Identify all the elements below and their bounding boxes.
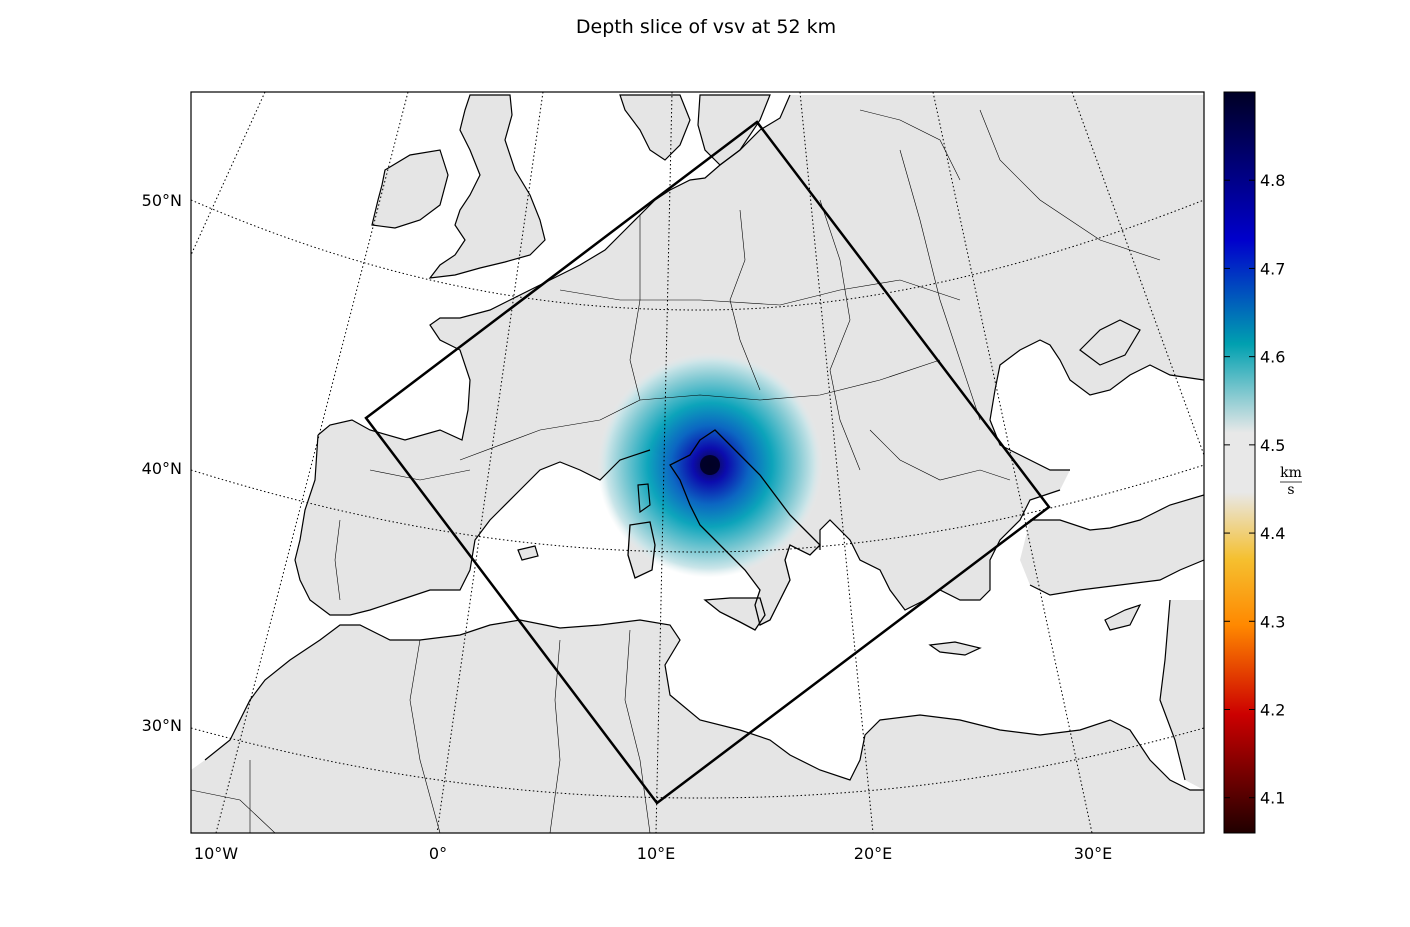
land-cyprus bbox=[1105, 605, 1140, 630]
lon-label-30e: 30°E bbox=[1074, 844, 1112, 863]
border-4 bbox=[729, 209, 761, 391]
meridian-20e bbox=[799, 92, 874, 833]
border-16 bbox=[859, 109, 961, 181]
colorbar-tick-label: 4.6 bbox=[1260, 348, 1285, 367]
colorbar: 4.8 4.7 4.6 4.5 4.4 4.3 4.2 4.1 km s bbox=[1223, 91, 1302, 834]
parallel-40n bbox=[191, 464, 1204, 553]
colorbar-ticks: 4.8 4.7 4.6 4.5 4.4 4.3 4.2 4.1 bbox=[1224, 171, 1285, 808]
lon-label-20e: 20°E bbox=[854, 844, 892, 863]
map-frame bbox=[190, 91, 1205, 834]
border-8 bbox=[334, 519, 341, 601]
outline-ireland bbox=[371, 149, 449, 229]
outline-atlantic bbox=[317, 94, 791, 441]
lon-labels: 10°W 0° 10°E 20°E 30°E bbox=[194, 844, 1112, 863]
outline-small-islands bbox=[517, 483, 651, 561]
land-north-africa bbox=[191, 620, 1204, 833]
land-balearic bbox=[518, 546, 538, 560]
domain-boundary bbox=[364, 120, 1051, 805]
lat-labels: 50°N 40°N 30°N bbox=[142, 191, 182, 735]
colorbar-tick-label: 4.7 bbox=[1260, 259, 1285, 278]
land-middle-east bbox=[1160, 600, 1204, 790]
border-1 bbox=[459, 359, 941, 461]
outline-africa bbox=[204, 619, 1204, 791]
parallel-30n bbox=[191, 727, 1204, 799]
coast-sardinia bbox=[627, 521, 656, 579]
land-great-britain bbox=[430, 95, 545, 278]
land-sweden bbox=[698, 95, 770, 165]
colorbar-unit: km s bbox=[1280, 465, 1302, 498]
coast-sicily bbox=[703, 597, 766, 631]
coast-italy bbox=[669, 429, 821, 626]
lon-label-10w: 10°W bbox=[194, 844, 238, 863]
lon-label-0: 0° bbox=[429, 844, 447, 863]
colorbar-tick-label: 4.8 bbox=[1260, 171, 1285, 190]
border-7 bbox=[369, 469, 471, 481]
border-12 bbox=[624, 629, 651, 833]
land-outlines bbox=[204, 94, 1204, 791]
meridian-20w bbox=[191, 92, 266, 256]
border-13 bbox=[191, 789, 276, 833]
velocity-anomaly bbox=[551, 306, 869, 624]
unit-numerator: km bbox=[1280, 465, 1302, 481]
plot-title: Depth slice of vsv at 52 km bbox=[576, 16, 836, 38]
lon-label-10e: 10°E bbox=[637, 844, 675, 863]
land-scandinavia bbox=[620, 95, 690, 160]
colorbar-tick-label: 4.2 bbox=[1260, 701, 1285, 720]
outline-gb bbox=[428, 94, 546, 279]
land-ireland bbox=[372, 150, 448, 228]
country-borders bbox=[191, 109, 1161, 833]
outline-anatolia bbox=[1029, 494, 1204, 781]
outline-islands bbox=[928, 603, 1142, 656]
colorbar-tick-label: 4.1 bbox=[1260, 789, 1285, 808]
meridian-40e bbox=[1071, 92, 1204, 456]
land-crimea bbox=[1080, 320, 1140, 365]
lat-label-50n: 50°N bbox=[142, 191, 182, 210]
lat-label-30n: 30°N bbox=[142, 716, 182, 735]
colorbar-tick-label: 4.3 bbox=[1260, 612, 1285, 631]
anomaly-peak bbox=[700, 455, 720, 475]
outline-iberia bbox=[294, 434, 651, 616]
border-3 bbox=[629, 215, 641, 401]
lat-label-40n: 40°N bbox=[142, 459, 182, 478]
outline-crimea bbox=[1079, 319, 1141, 366]
meridian-0 bbox=[436, 92, 544, 833]
border-9 bbox=[869, 429, 1011, 481]
border-15 bbox=[979, 109, 1161, 261]
unit-denominator: s bbox=[1287, 482, 1294, 498]
outline-scandinavia bbox=[619, 94, 771, 166]
map-panel bbox=[191, 92, 1204, 833]
graticule bbox=[191, 92, 1204, 833]
border-11 bbox=[409, 639, 441, 833]
parallel-50n bbox=[191, 199, 1204, 311]
border-2 bbox=[559, 279, 961, 306]
border-5 bbox=[819, 199, 861, 471]
colorbar-tick-label: 4.4 bbox=[1260, 524, 1285, 543]
colorbar-gradient bbox=[1223, 91, 1256, 834]
colorbar-tick-label: 4.5 bbox=[1260, 436, 1285, 455]
border-6 bbox=[899, 149, 981, 421]
coastlines bbox=[627, 429, 821, 631]
land-anatolia bbox=[1020, 495, 1204, 595]
